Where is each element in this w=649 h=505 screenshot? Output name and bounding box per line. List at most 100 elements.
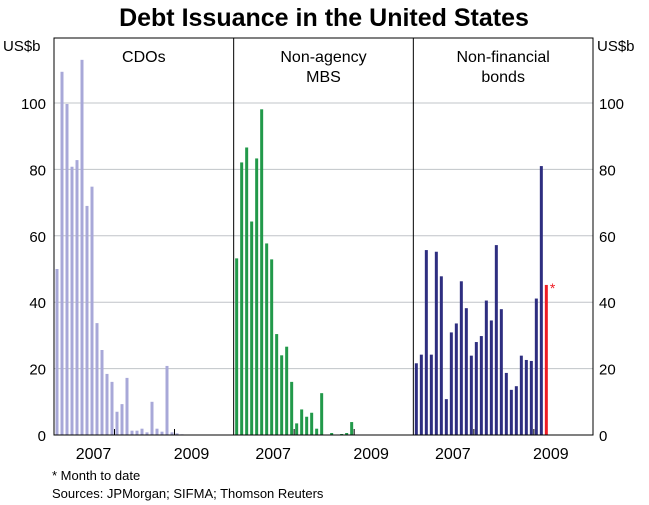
bar	[315, 428, 319, 435]
chart-title: Debt Issuance in the United States	[119, 4, 529, 32]
bar	[345, 433, 349, 435]
bar	[310, 412, 314, 435]
bar	[320, 393, 324, 435]
bar	[105, 373, 109, 435]
bar	[494, 245, 498, 435]
bar	[539, 166, 543, 435]
panel-title: bonds	[481, 69, 525, 86]
bar	[115, 411, 119, 435]
bar	[524, 359, 528, 435]
x-tick-label: 2009	[533, 446, 569, 463]
bar	[140, 428, 144, 435]
bar	[464, 308, 468, 435]
bar	[350, 422, 354, 435]
bar	[80, 59, 84, 436]
bar	[150, 401, 154, 435]
bar	[245, 147, 249, 435]
bar	[295, 423, 299, 435]
bar	[110, 381, 114, 435]
y-tick-label-right: 20	[599, 362, 616, 379]
bar	[434, 251, 438, 435]
bar	[275, 334, 279, 435]
y-tick-label-left: 20	[29, 362, 46, 379]
bar	[469, 355, 473, 435]
panel-title: Non-agency	[280, 49, 366, 66]
bar	[504, 372, 508, 435]
bar	[155, 428, 159, 435]
bar	[55, 269, 59, 435]
bar	[90, 186, 94, 435]
bar	[414, 363, 418, 435]
bar	[120, 404, 124, 435]
bar	[170, 432, 174, 435]
bar	[145, 432, 149, 435]
bar	[280, 355, 284, 435]
y-tick-label-left: 0	[38, 428, 46, 445]
bar	[175, 433, 179, 435]
bar	[85, 205, 89, 435]
bar	[265, 243, 269, 435]
bar	[255, 158, 259, 435]
bar	[444, 399, 448, 435]
bar	[529, 360, 533, 435]
bar	[489, 320, 493, 435]
footnote-month-to-date: * Month to date	[52, 468, 141, 483]
plot-frame	[53, 37, 594, 436]
month-to-date-marker: *	[550, 280, 556, 296]
panel-title: MBS	[306, 69, 341, 86]
bar	[459, 281, 463, 435]
bar	[60, 71, 64, 436]
bar	[429, 354, 433, 435]
y-tick-label-right: 40	[599, 295, 616, 312]
panel-title: Non-financial	[456, 49, 549, 66]
bar	[65, 103, 69, 435]
x-tick-label: 2007	[255, 446, 291, 463]
bar	[499, 309, 503, 435]
bar	[125, 377, 129, 435]
bar	[285, 346, 289, 435]
y-tick-label-right: 100	[599, 96, 624, 113]
panel-title: CDOs	[122, 49, 166, 66]
y-tick-label-right: 60	[599, 229, 616, 246]
bar	[509, 389, 513, 435]
bar	[260, 109, 264, 436]
bar	[519, 355, 523, 435]
bar	[235, 258, 239, 435]
bar	[484, 300, 488, 435]
bar	[419, 354, 423, 435]
bar	[479, 336, 483, 435]
bar	[474, 342, 478, 435]
bar	[95, 323, 99, 435]
bar	[449, 332, 453, 435]
bar	[250, 221, 254, 435]
bar	[70, 166, 74, 435]
bar	[160, 431, 164, 435]
bar	[300, 409, 304, 435]
bar	[544, 284, 548, 435]
y-tick-label-left: 100	[21, 96, 46, 113]
bar	[165, 365, 169, 435]
x-tick-label: 2009	[353, 446, 389, 463]
y-tick-label-left: 40	[29, 295, 46, 312]
bar	[439, 276, 443, 435]
bar	[424, 250, 428, 435]
footnote-sources: Sources: JPMorgan; SIFMA; Thomson Reuter…	[52, 486, 324, 501]
bar	[454, 323, 458, 435]
chart-svg: Debt Issuance in the United States US$b …	[3, 4, 635, 463]
bar	[270, 259, 274, 435]
bar	[330, 433, 334, 435]
bar	[534, 298, 538, 435]
bar	[305, 416, 309, 435]
y-tick-label-right: 0	[599, 428, 607, 445]
bar	[240, 162, 244, 436]
y-axis-label-right: US$b	[597, 38, 635, 55]
y-tick-label-left: 80	[29, 162, 46, 179]
bar	[130, 430, 134, 435]
y-tick-label-left: 60	[29, 229, 46, 246]
bar	[514, 386, 518, 435]
y-axis-label-left: US$b	[3, 38, 41, 55]
bar	[290, 381, 294, 435]
x-tick-label: 2007	[76, 446, 112, 463]
x-tick-label: 2007	[435, 446, 471, 463]
